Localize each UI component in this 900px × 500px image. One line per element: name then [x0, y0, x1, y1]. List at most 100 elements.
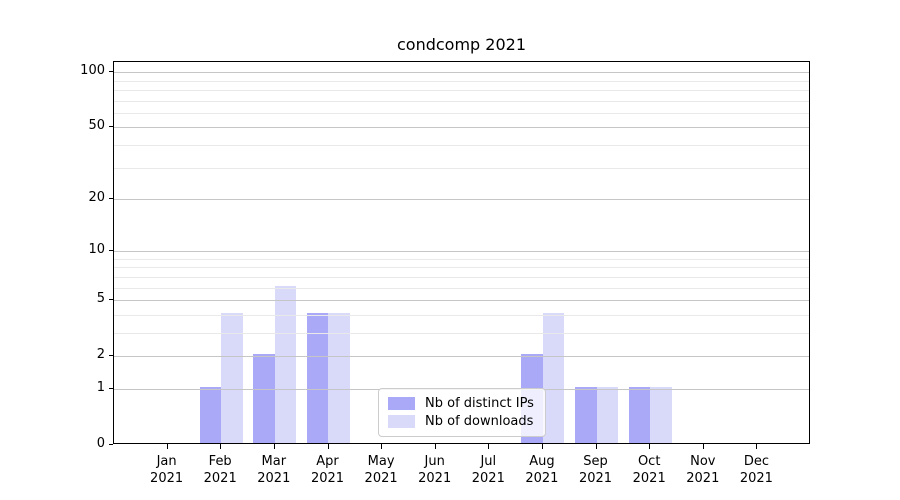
x-tick-mark-may	[381, 444, 383, 449]
y-tick-mark-20	[109, 198, 113, 199]
x-tick-label-oct: Oct 2021	[617, 453, 681, 487]
x-tick-year: 2021	[686, 471, 720, 486]
x-tick-mark-jul	[488, 444, 490, 449]
x-tick-label-may: May 2021	[349, 453, 413, 487]
legend-entry-distinct-ips: Nb of distinct IPs	[388, 396, 536, 411]
x-tick-year: 2021	[203, 471, 237, 486]
x-tick-label-jul: Jul 2021	[456, 453, 520, 487]
bar-aug-downloads	[542, 312, 565, 443]
x-tick-month: Feb	[208, 454, 232, 469]
x-tick-label-nov: Nov 2021	[671, 453, 735, 487]
gridline-minor-30	[114, 167, 809, 169]
x-tick-mark-feb	[220, 444, 222, 449]
gridline-major-20	[114, 199, 809, 200]
bar-oct-downloads	[650, 387, 672, 443]
x-tick-year: 2021	[632, 471, 666, 486]
legend-entry-downloads: Nb of downloads	[388, 414, 536, 429]
gridline-minor-70	[114, 100, 809, 102]
gridline-major-100	[114, 72, 809, 74]
x-tick-mark-mar	[273, 444, 275, 449]
plot-area	[113, 61, 810, 444]
x-tick-year: 2021	[257, 471, 291, 486]
bar-sep-downloads	[596, 387, 618, 443]
x-tick-mark-nov	[702, 444, 704, 449]
x-tick-month: Jul	[480, 454, 497, 469]
x-tick-year: 2021	[310, 471, 345, 486]
x-tick-month: Aug	[529, 454, 555, 469]
x-tick-mark-jun	[434, 444, 436, 449]
x-tick-label-jun: Jun 2021	[403, 453, 467, 487]
x-tick-month: Jan	[156, 454, 177, 469]
x-tick-mark-jan	[166, 444, 168, 449]
legend-swatch-distinct-ips	[388, 397, 415, 410]
x-tick-year: 2021	[739, 471, 773, 486]
legend-label-distinct-ips: Nb of distinct IPs	[425, 396, 534, 411]
gridline-minor-7	[114, 277, 809, 278]
x-tick-label-dec: Dec 2021	[724, 453, 788, 487]
gridline-minor-80	[114, 89, 809, 91]
y-tick-mark-0	[109, 444, 113, 445]
y-tick-mark-100	[109, 71, 113, 73]
gridline-minor-4	[114, 314, 809, 316]
bar-mar-downloads	[274, 285, 297, 443]
x-tick-label-feb: Feb 2021	[188, 453, 252, 487]
x-tick-year: 2021	[418, 471, 452, 486]
x-tick-label-apr: Apr 2021	[296, 453, 360, 487]
x-tick-mark-oct	[649, 444, 651, 449]
gridline-minor-6	[114, 287, 809, 289]
y-tick-mark-10	[109, 250, 113, 252]
gridline-major-50	[114, 127, 809, 129]
x-tick-month: Jun	[424, 454, 445, 469]
x-tick-month: Sep	[583, 454, 608, 469]
gridline-minor-8	[114, 267, 809, 269]
y-tick-label-2: 2	[96, 347, 105, 363]
x-tick-month: Apr	[316, 454, 339, 469]
y-tick-label-100: 100	[80, 63, 105, 79]
gridline-minor-40	[114, 144, 809, 146]
bar-apr-distinct-ips	[307, 312, 329, 443]
x-tick-mark-dec	[756, 444, 758, 449]
y-tick-label-0: 0	[96, 436, 105, 451]
gridline-minor-90	[114, 80, 809, 82]
y-tick-label-20: 20	[88, 190, 105, 205]
y-tick-mark-5	[109, 299, 113, 301]
x-tick-label-mar: Mar 2021	[242, 453, 306, 487]
bar-sep-distinct-ips	[575, 387, 597, 443]
x-tick-month: Nov	[690, 454, 716, 469]
gridline-major-10	[114, 251, 809, 253]
x-tick-year: 2021	[525, 471, 559, 486]
x-tick-month: May	[367, 454, 395, 469]
y-tick-mark-50	[109, 126, 113, 128]
y-tick-mark-1	[109, 388, 113, 389]
x-tick-mark-aug	[541, 444, 543, 449]
y-tick-label-1: 1	[96, 380, 105, 395]
x-tick-mark-apr	[327, 444, 329, 449]
legend-label-downloads: Nb of downloads	[425, 414, 534, 429]
gridline-major-2	[114, 356, 809, 358]
bar-mar-distinct-ips	[253, 354, 275, 443]
gridline-minor-9	[114, 258, 809, 260]
legend-swatch-downloads	[388, 415, 415, 428]
y-tick-mark-2	[109, 355, 113, 357]
x-tick-year: 2021	[578, 471, 613, 486]
x-tick-month: Dec	[743, 454, 769, 469]
x-tick-mark-sep	[595, 444, 597, 449]
gridline-minor-3	[114, 333, 809, 334]
x-tick-label-sep: Sep 2021	[564, 453, 628, 487]
bar-oct-distinct-ips	[628, 387, 651, 443]
bar-feb-downloads	[221, 312, 243, 443]
bar-apr-downloads	[328, 312, 350, 443]
gridline-minor-60	[114, 112, 809, 114]
x-tick-label-jan: Jan 2021	[135, 453, 199, 487]
x-tick-month: Mar	[261, 454, 287, 469]
y-tick-label-50: 50	[88, 118, 105, 134]
y-tick-label-5: 5	[96, 291, 105, 307]
x-tick-label-aug: Aug 2021	[510, 453, 574, 487]
y-tick-label-10: 10	[88, 242, 105, 258]
x-tick-year: 2021	[364, 471, 398, 486]
x-tick-month: Oct	[637, 454, 661, 469]
x-tick-year: 2021	[150, 471, 184, 486]
x-tick-year: 2021	[471, 471, 505, 486]
legend: Nb of distinct IPs Nb of downloads	[378, 388, 546, 437]
